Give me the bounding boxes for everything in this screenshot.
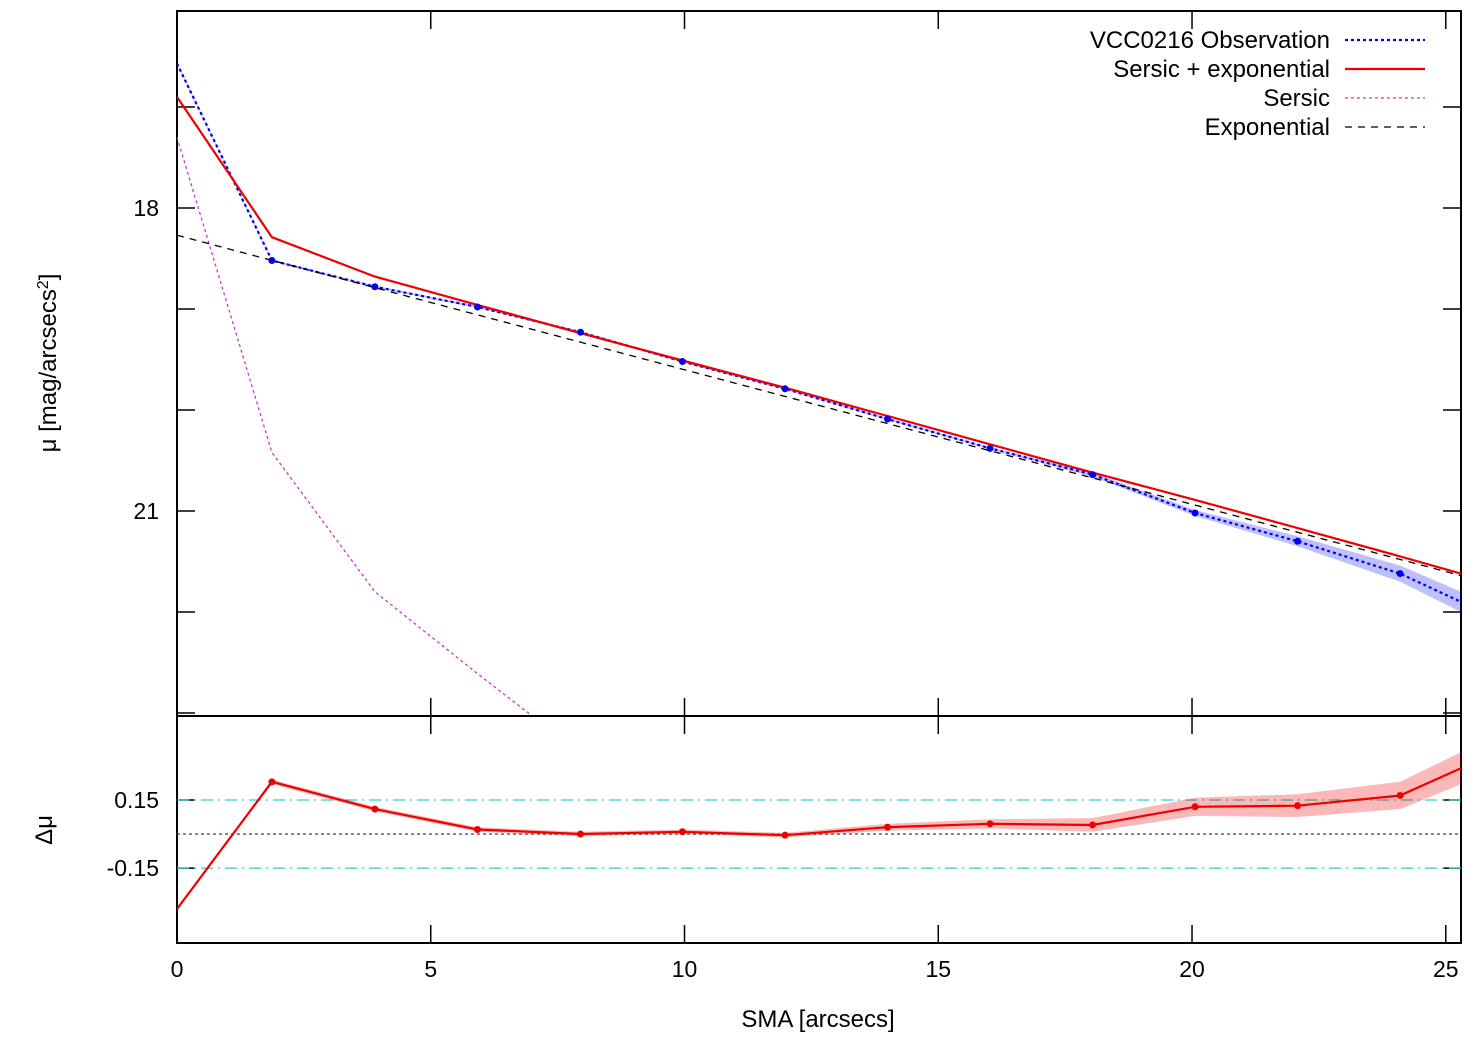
residual-point: [678, 828, 686, 836]
residual-tick-labels: 0.15 -0.15 0 5 10 15 20 25: [107, 787, 1459, 982]
x-tick-label: 20: [1179, 956, 1205, 982]
profile-bands: [177, 62, 1461, 612]
residual-y-axis-title: Δμ: [31, 815, 58, 845]
residual-error-band: [177, 752, 1461, 909]
residual-point: [884, 823, 892, 831]
exponential-line: [177, 234, 1461, 577]
legend-label-exponential: Exponential: [1205, 114, 1330, 141]
residual-ytick-label: 0.15: [114, 787, 159, 813]
vcc0216-observation-error-band: [177, 62, 1461, 612]
residual-frame: [176, 715, 1462, 944]
residual-bands: [177, 752, 1461, 909]
residual-point: [268, 778, 276, 786]
vcc0216-observation-point: [1089, 471, 1097, 479]
vcc0216-observation-point: [1396, 570, 1404, 578]
legend-label-vcc0216-observation: VCC0216 Observation: [1090, 27, 1330, 54]
residual-ticks: [176, 716, 1461, 943]
sersic-exponential-line: [177, 96, 1461, 575]
vcc0216-observation-point: [678, 357, 686, 365]
residual-markers: [268, 778, 1404, 839]
residual-series: [177, 767, 1461, 910]
residual-point: [371, 805, 379, 813]
profile-series: [177, 63, 1461, 716]
residual-line: [177, 767, 1461, 910]
sersic-line: [177, 137, 533, 716]
profile-ytick-label: 21: [133, 498, 159, 524]
profile-y-axis-title: μ [mag/arcsecs2]: [35, 274, 63, 453]
vcc0216-observation-point: [1191, 509, 1199, 517]
residual-point: [473, 826, 481, 833]
residual-ytick-label: -0.15: [107, 855, 159, 881]
residual-point: [1396, 791, 1404, 799]
vcc0216-observation-point: [576, 328, 584, 336]
profile-ticks: [176, 11, 1461, 716]
residual-point: [1089, 821, 1097, 829]
vcc0216-observation-point: [371, 283, 379, 291]
profile-markers: [268, 256, 1404, 578]
vcc0216-observation-point: [884, 415, 892, 423]
vcc0216-observation-point: [1294, 537, 1302, 545]
residual-point: [986, 820, 994, 828]
vcc0216-observation-point: [781, 385, 789, 393]
x-tick-label: 10: [672, 956, 698, 982]
x-tick-label: 25: [1433, 956, 1459, 982]
vcc0216-observation-line: [177, 63, 1461, 603]
profile-ytick-label: 18: [133, 195, 159, 221]
residual-point: [1294, 802, 1302, 810]
residual-point: [576, 830, 584, 838]
vcc0216-observation-point: [268, 256, 276, 264]
vcc0216-observation-point: [473, 303, 481, 311]
residual-reflines: [177, 799, 1461, 869]
x-tick-label: 5: [424, 956, 437, 982]
x-axis-title: SMA [arcsecs]: [741, 1006, 894, 1033]
residual-point: [1191, 803, 1199, 811]
residual-panel: 0.15 -0.15 0 5 10 15 20 25 Δμ SMA [arcsecs]: [31, 715, 1462, 1033]
x-tick-label: 0: [171, 956, 184, 982]
residual-point: [781, 831, 789, 839]
legend-label-sersic: Sersic: [1263, 85, 1330, 112]
x-tick-label: 15: [925, 956, 951, 982]
legend-label-sersic-exponential: Sersic + exponential: [1113, 56, 1330, 83]
vcc0216-observation-point: [986, 444, 994, 452]
